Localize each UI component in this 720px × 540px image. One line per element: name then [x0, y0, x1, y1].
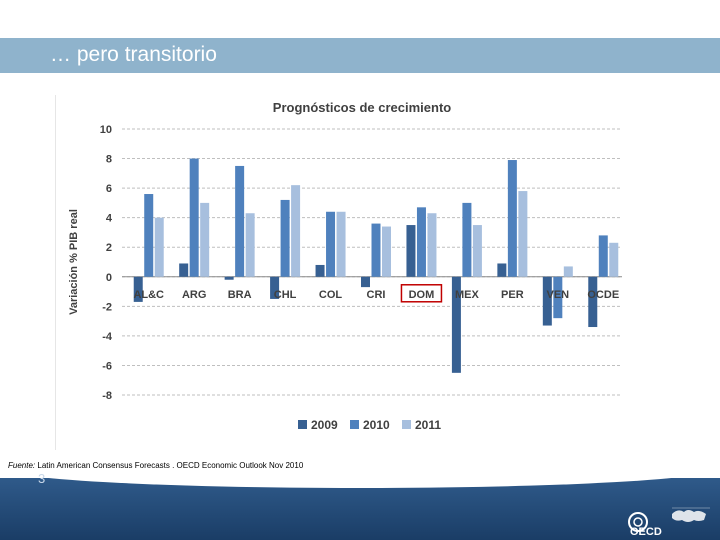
bar-2010-cri — [371, 223, 381, 277]
bar-2009-per — [497, 263, 507, 277]
bar-2010-bra — [235, 165, 245, 277]
bar-2011-bra — [245, 213, 255, 277]
bar-2009-col — [315, 264, 325, 277]
bar-2009-dom — [406, 225, 416, 277]
x-tick-label: CRI — [367, 289, 386, 301]
chart-title: Prognósticos de crecimiento — [273, 100, 451, 115]
bar-2009-ven — [542, 276, 552, 326]
bar-2011-alc — [154, 217, 164, 277]
bar-2010-arg — [189, 158, 199, 277]
source-text: Latin American Consensus Forecasts , OEC… — [35, 461, 304, 470]
bar-2010-ven — [553, 276, 563, 319]
bar-2009-arg — [179, 263, 189, 277]
x-tick-label: AL&C — [133, 289, 164, 301]
oecd-logo-ring — [628, 512, 648, 532]
bar-2011-cri — [382, 226, 391, 277]
bar-2010-ocde — [598, 235, 608, 277]
bar-2010-dom — [416, 207, 426, 277]
x-tick-label: MEX — [455, 289, 480, 301]
title-bar — [0, 38, 720, 73]
x-tick-label: BRA — [228, 289, 252, 301]
x-tick-label: COL — [319, 289, 343, 301]
bar-2009-chl — [270, 276, 280, 299]
bar-2010-chl — [280, 199, 290, 277]
x-tick-label: VEN — [547, 289, 570, 301]
bar-2011-dom — [427, 213, 437, 277]
x-tick-label: ARG — [182, 289, 206, 301]
x-tick-label: DOM — [409, 289, 435, 301]
x-tick-label: CHL — [274, 289, 297, 301]
y-tick-label: 0 — [106, 272, 112, 284]
y-tick-label: 4 — [106, 213, 113, 225]
y-tick-label: -2 — [102, 301, 112, 313]
x-tick-label: PER — [501, 289, 524, 301]
legend-label-2011: 2011 — [415, 418, 441, 432]
legend-swatch-2010 — [350, 420, 359, 429]
growth-forecast-chart: Prognósticos de crecimiento 10 8 6 4 2 0 -2 -4 -6… — [68, 100, 622, 432]
y-tick-label: -6 — [102, 360, 112, 372]
slide-title: … pero transitorio — [50, 43, 217, 66]
bar-2010-col — [326, 211, 336, 277]
legend-swatch-2011 — [402, 420, 411, 429]
y-tick-label: -8 — [102, 390, 112, 402]
y-tick-label: 6 — [106, 183, 112, 195]
y-tick-label: -4 — [102, 331, 113, 343]
bar-2010-alc — [144, 194, 154, 277]
footer-band — [0, 468, 720, 540]
bar-2010-per — [507, 160, 517, 277]
chart-frame: Prognósticos de crecimiento 10 8 6 4 2 0 -2 -4 -6… — [55, 95, 641, 450]
legend-swatch-2009 — [298, 420, 307, 429]
page-number: 3 — [38, 471, 46, 486]
x-tick-label: OCDE — [587, 289, 619, 301]
bar-2009-bra — [224, 276, 234, 280]
legend-label-2010: 2010 — [363, 418, 390, 432]
world-map-icon — [672, 510, 706, 522]
bar-2011-ven — [563, 266, 573, 277]
bar-2010-mex — [462, 202, 472, 277]
bar-2009-cri — [361, 276, 370, 288]
y-tick-label: 2 — [106, 242, 112, 254]
bar-2011-per — [518, 191, 528, 277]
bar-2009-mex — [451, 276, 461, 373]
bar-2011-col — [336, 211, 346, 277]
bar-2011-chl — [291, 185, 301, 277]
y-tick-label: 8 — [106, 154, 112, 166]
bar-2011-arg — [200, 202, 210, 277]
bar-2009-alc — [133, 276, 143, 302]
oecd-logo-inner-ring — [633, 517, 643, 527]
legend-label-2009: 2009 — [311, 418, 338, 432]
bar-2011-mex — [472, 225, 482, 277]
y-axis-label: Variación % PIB real — [68, 209, 80, 315]
bar-2009-ocde — [588, 276, 598, 328]
y-tick-label: 10 — [100, 124, 112, 136]
source-note: Fuente: Latin American Consensus Forecas… — [8, 461, 303, 470]
source-label: Fuente: — [8, 461, 36, 470]
highlight-box — [400, 284, 443, 303]
oecd-logo: OECD — [628, 507, 710, 536]
bar-2011-ocde — [609, 242, 619, 277]
oecd-logo-text: OECD — [630, 526, 662, 536]
